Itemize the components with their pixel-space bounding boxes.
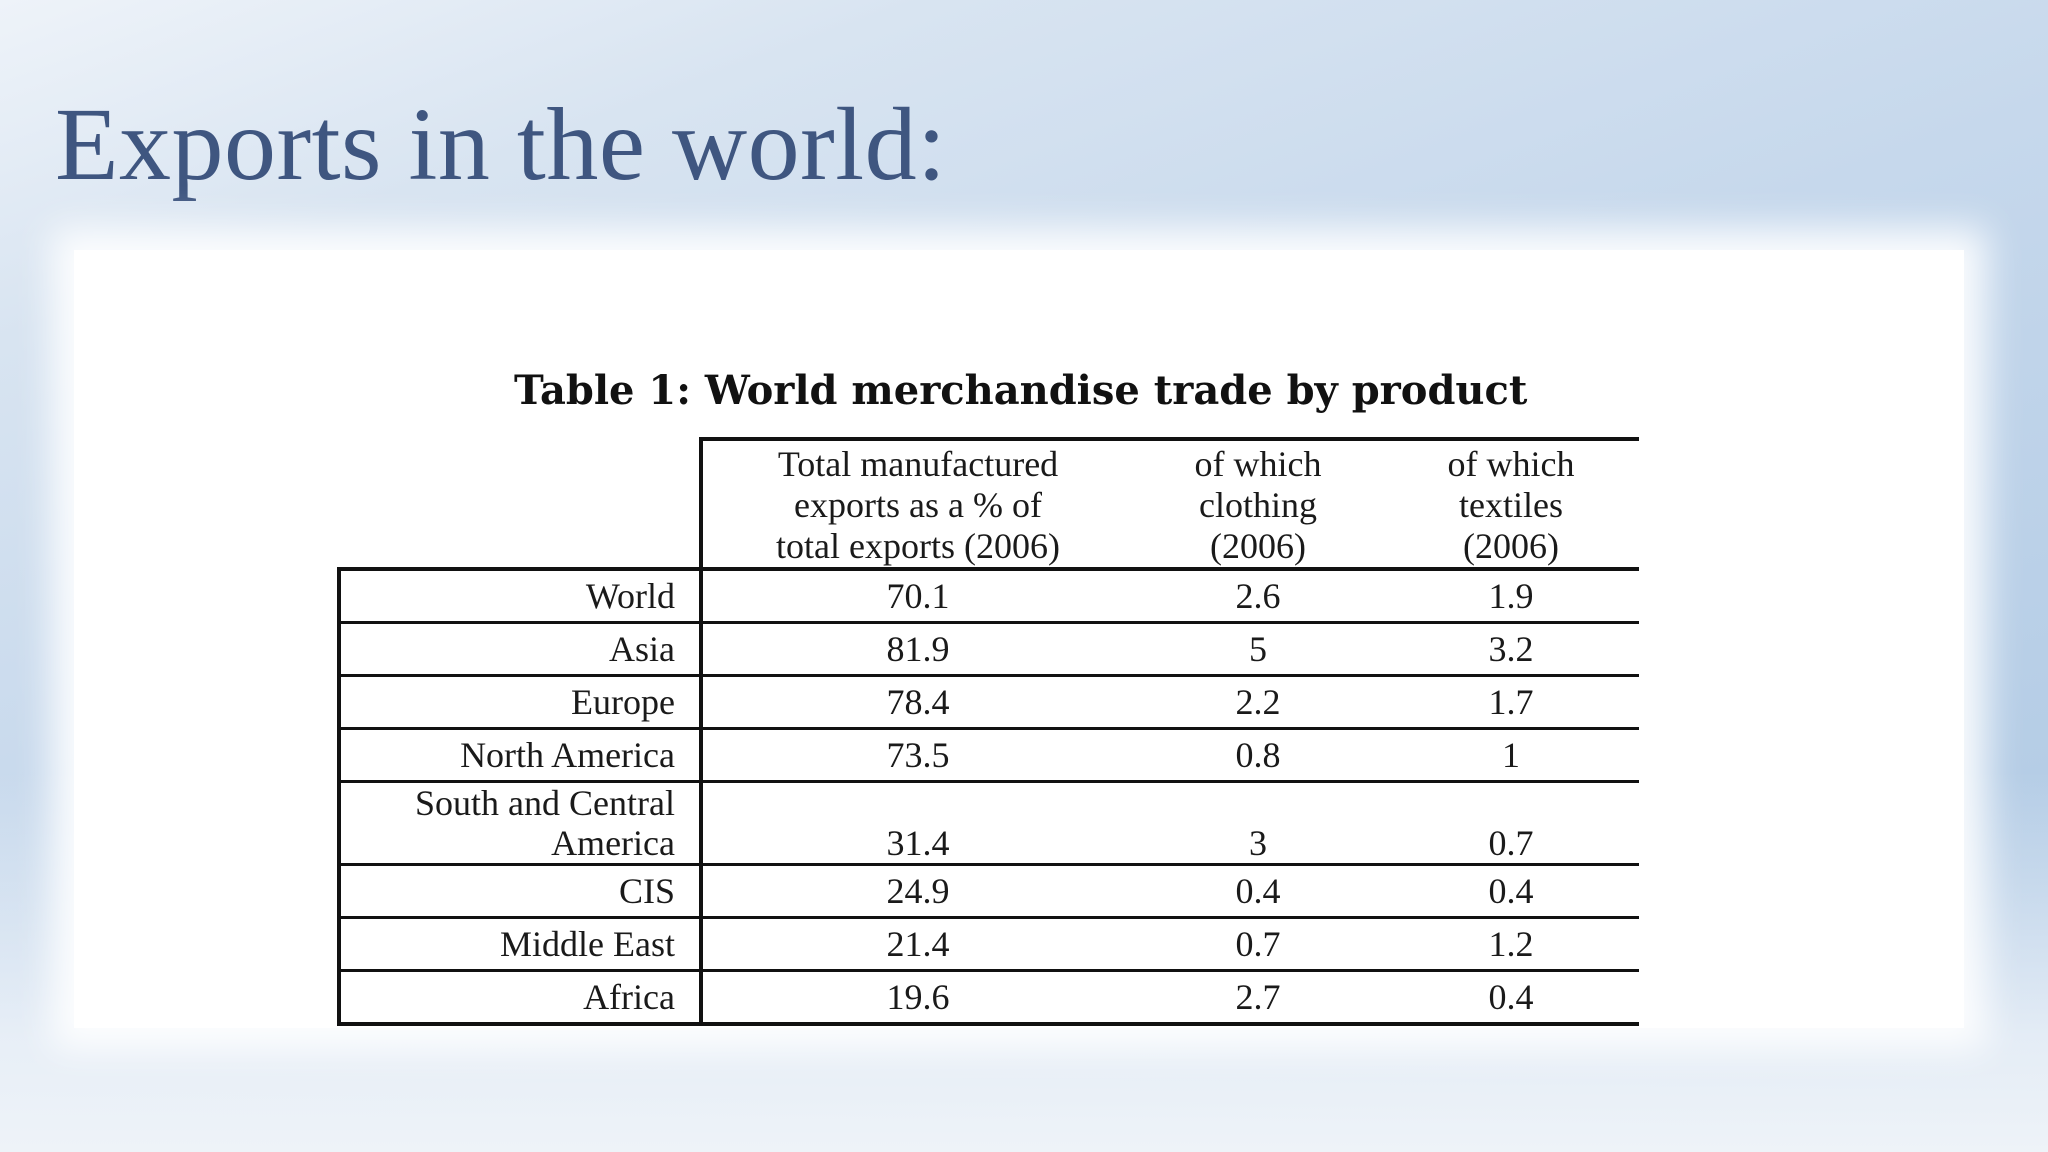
- textiles-cell: 1.2: [1383, 917, 1639, 972]
- total-cell: 31.4: [699, 781, 1133, 866]
- textiles-cell: 0.7: [1383, 781, 1639, 866]
- textiles-cell: 3.2: [1383, 622, 1639, 677]
- table-row: South and Central America 31.4 3 0.7: [337, 781, 1639, 866]
- clothing-cell: 0.8: [1133, 728, 1383, 783]
- total-cell: 19.6: [699, 970, 1133, 1026]
- clothing-cell: 0.7: [1133, 917, 1383, 972]
- header-line: (2006): [1463, 526, 1559, 566]
- header-line: textiles: [1459, 485, 1563, 525]
- region-cell: CIS: [337, 864, 701, 919]
- total-cell: 70.1: [699, 569, 1133, 624]
- header-clothing: of which clothing (2006): [1133, 437, 1383, 571]
- header-textiles: of which textiles (2006): [1383, 437, 1639, 571]
- clothing-cell: 2.2: [1133, 675, 1383, 730]
- header-line: of which: [1194, 444, 1322, 484]
- table-row: Middle East 21.4 0.7 1.2: [337, 917, 1639, 972]
- header-line: (2006): [1210, 526, 1306, 566]
- trade-table: Total manufactured exports as a % of tot…: [337, 437, 1639, 1026]
- table-row: Europe 78.4 2.2 1.7: [337, 675, 1639, 730]
- clothing-cell: 5: [1133, 622, 1383, 677]
- table-row: CIS 24.9 0.4 0.4: [337, 864, 1639, 919]
- header-line: of which: [1447, 444, 1575, 484]
- clothing-cell: 2.7: [1133, 970, 1383, 1026]
- slide-title: Exports in the world:: [55, 87, 947, 202]
- textiles-cell: 1.9: [1383, 569, 1639, 624]
- total-cell: 78.4: [699, 675, 1133, 730]
- header-total-manufactured: Total manufactured exports as a % of tot…: [699, 437, 1133, 571]
- header-corner: [339, 439, 701, 571]
- header-line: Total manufactured: [777, 444, 1059, 484]
- total-cell: 73.5: [699, 728, 1133, 783]
- clothing-cell: 3: [1133, 781, 1383, 866]
- total-cell: 21.4: [699, 917, 1133, 972]
- total-cell: 24.9: [699, 864, 1133, 919]
- region-cell: South and Central America: [337, 781, 701, 866]
- textiles-cell: 1: [1383, 728, 1639, 783]
- table-image-panel: Table 1: World merchandise trade by prod…: [74, 250, 1964, 1028]
- clothing-cell: 0.4: [1133, 864, 1383, 919]
- textiles-cell: 1.7: [1383, 675, 1639, 730]
- region-line: South and Central: [415, 783, 675, 823]
- region-cell: Asia: [337, 622, 701, 677]
- header-line: clothing: [1199, 485, 1317, 525]
- table-caption: Table 1: World merchandise trade by prod…: [514, 367, 1528, 414]
- region-cell: North America: [337, 728, 701, 783]
- region-cell: Middle East: [337, 917, 701, 972]
- table-row: North America 73.5 0.8 1: [337, 728, 1639, 783]
- textiles-cell: 0.4: [1383, 970, 1639, 1026]
- table-row: Asia 81.9 5 3.2: [337, 622, 1639, 677]
- table-row: Africa 19.6 2.7 0.4: [337, 970, 1639, 1026]
- textiles-cell: 0.4: [1383, 864, 1639, 919]
- table-row: World 70.1 2.6 1.9: [337, 569, 1639, 624]
- header-line: total exports (2006): [776, 526, 1060, 566]
- table-header-row: Total manufactured exports as a % of tot…: [339, 437, 1639, 571]
- region-line: America: [551, 823, 675, 863]
- header-line: exports as a % of: [794, 485, 1042, 525]
- region-cell: World: [337, 569, 701, 624]
- region-cell: Europe: [337, 675, 701, 730]
- region-cell: Africa: [337, 970, 701, 1026]
- clothing-cell: 2.6: [1133, 569, 1383, 624]
- total-cell: 81.9: [699, 622, 1133, 677]
